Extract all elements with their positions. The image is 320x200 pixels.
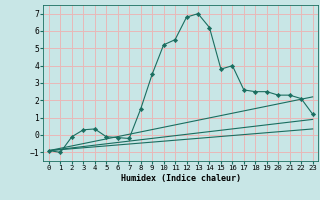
X-axis label: Humidex (Indice chaleur): Humidex (Indice chaleur)	[121, 174, 241, 183]
